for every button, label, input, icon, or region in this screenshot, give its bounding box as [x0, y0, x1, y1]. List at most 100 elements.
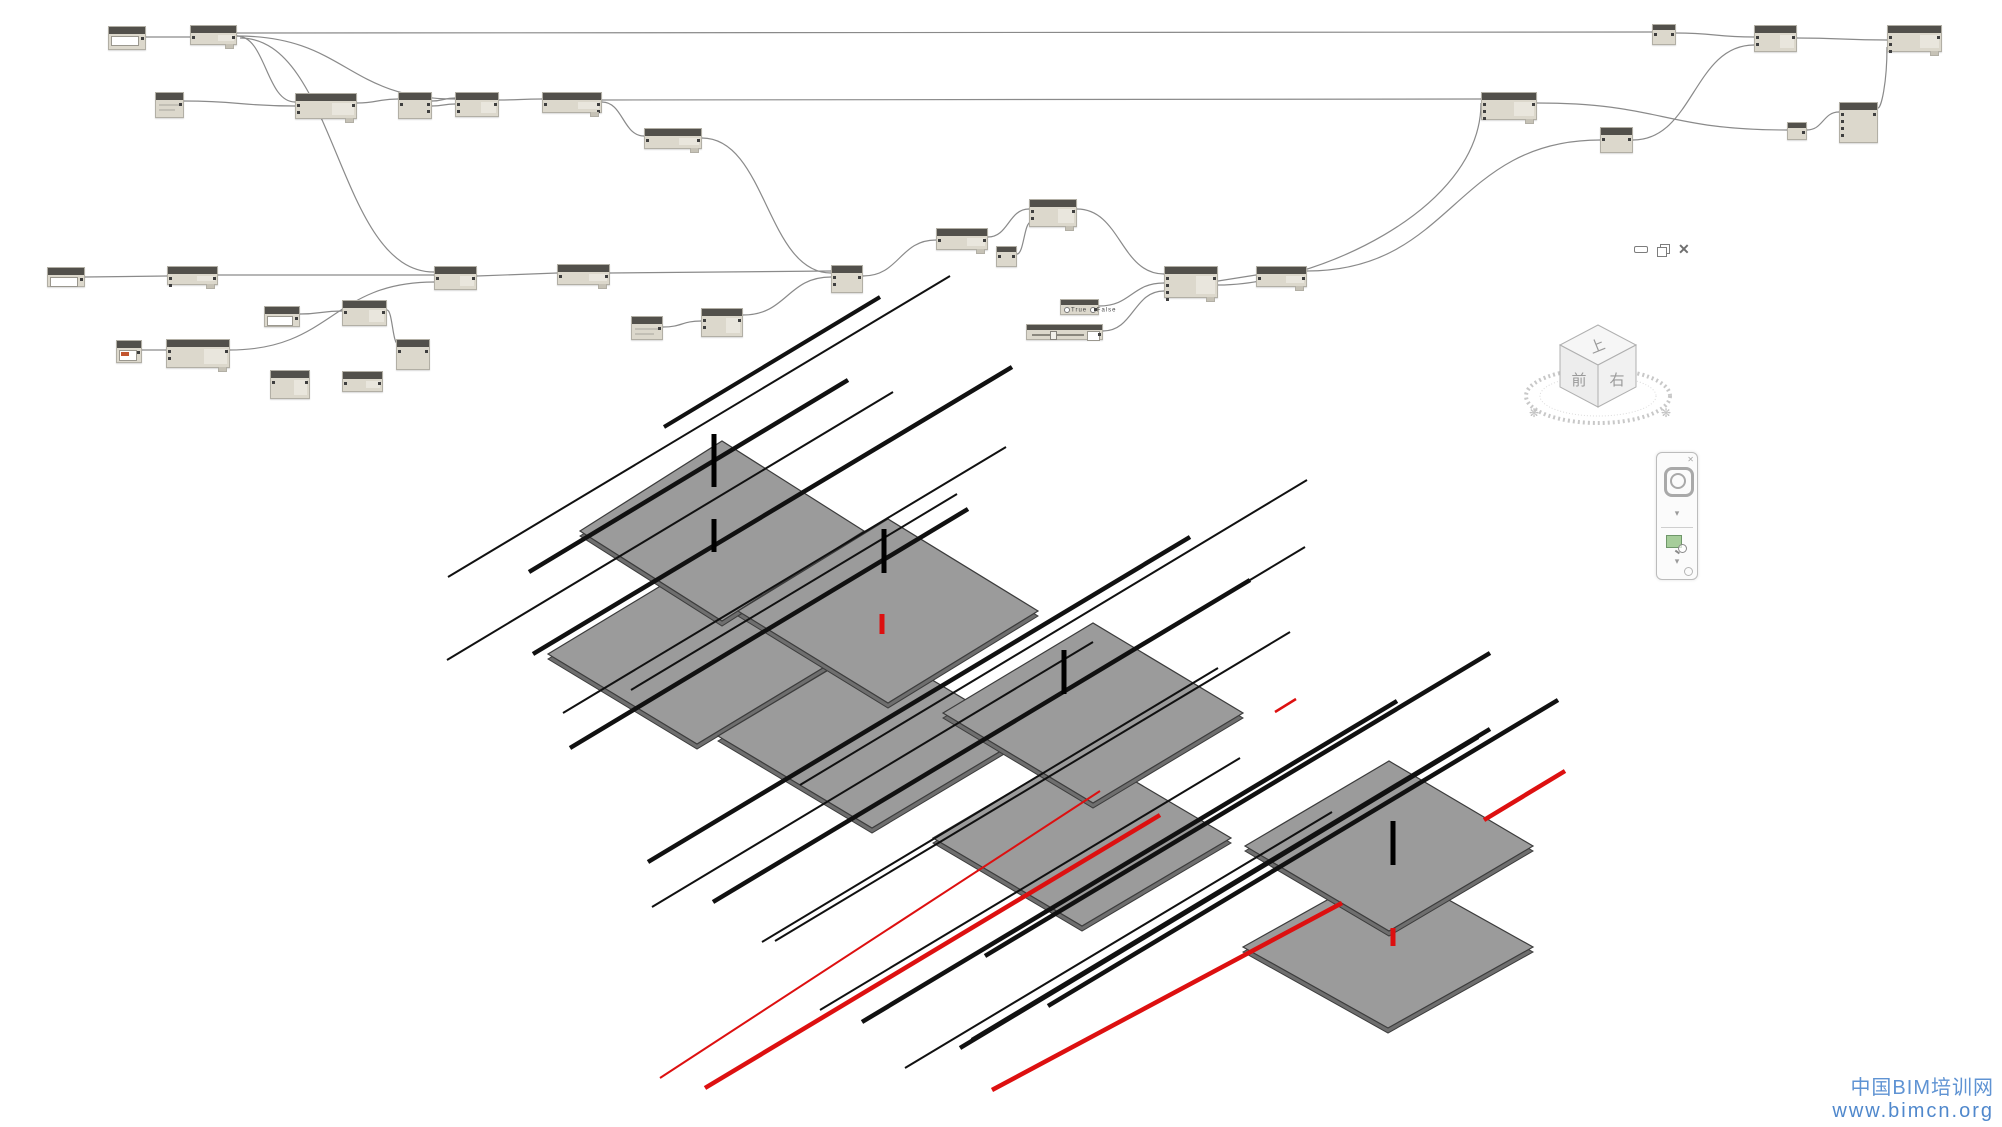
wire[interactable]	[229, 281, 435, 351]
output-port[interactable]	[1094, 308, 1097, 311]
input-port[interactable]	[272, 381, 275, 384]
floor-slab[interactable]	[1243, 760, 1535, 932]
input-port[interactable]	[297, 104, 300, 107]
output-port[interactable]	[858, 276, 861, 279]
node-header[interactable]	[1257, 267, 1306, 274]
input-port[interactable]	[1841, 134, 1844, 137]
floor-slab[interactable]	[941, 622, 1245, 804]
wire[interactable]	[1675, 32, 1755, 38]
node-preview-tab[interactable]	[590, 112, 599, 117]
grid-line[interactable]	[819, 757, 1241, 1011]
output-port[interactable]	[738, 319, 741, 322]
dynamo-node[interactable]	[342, 300, 387, 326]
node-header[interactable]	[167, 340, 229, 347]
node-header[interactable]	[1653, 25, 1675, 30]
chevron-down-icon[interactable]: ▾	[1674, 556, 1680, 566]
dynamo-node[interactable]	[47, 267, 85, 287]
node-input-field[interactable]	[111, 36, 139, 46]
output-port[interactable]	[494, 103, 497, 106]
zoom-region-icon[interactable]	[1666, 535, 1687, 553]
output-port[interactable]	[1098, 333, 1101, 336]
dynamo-node[interactable]	[1839, 102, 1878, 143]
input-port[interactable]	[1889, 50, 1892, 53]
input-port[interactable]	[703, 326, 706, 329]
dynamo-node[interactable]	[996, 246, 1017, 267]
output-port[interactable]	[225, 350, 228, 353]
node-header[interactable]	[1601, 128, 1632, 135]
node-header[interactable]	[435, 267, 476, 274]
wire[interactable]	[431, 103, 456, 107]
chevron-down-icon[interactable]: ▾	[1674, 508, 1680, 518]
node-header[interactable]	[1888, 26, 1941, 33]
output-port[interactable]	[597, 110, 600, 113]
input-port[interactable]	[169, 284, 172, 287]
output-port[interactable]	[378, 382, 381, 385]
grid-line[interactable]	[774, 631, 1291, 942]
output-port[interactable]	[305, 381, 308, 384]
node-header[interactable]	[702, 309, 742, 316]
dynamo-node[interactable]	[1754, 25, 1797, 52]
dynamo-node[interactable]	[936, 228, 988, 254]
grid-line[interactable]	[662, 295, 882, 429]
input-port[interactable]	[168, 357, 171, 360]
grid-line-red[interactable]	[703, 813, 1162, 1090]
output-port[interactable]	[232, 36, 235, 39]
input-port[interactable]	[833, 276, 836, 279]
wire[interactable]	[1806, 111, 1840, 131]
dynamo-node[interactable]	[1029, 199, 1077, 231]
input-port[interactable]	[703, 319, 706, 322]
node-preview-tab[interactable]	[976, 249, 985, 254]
node-header[interactable]	[265, 307, 299, 314]
node-header[interactable]	[1027, 325, 1102, 330]
slider-handle[interactable]	[1049, 331, 1057, 340]
minimize-icon[interactable]	[1634, 245, 1648, 253]
output-port[interactable]	[1671, 33, 1674, 36]
output-port[interactable]	[137, 351, 140, 354]
wire[interactable]	[84, 275, 168, 278]
input-port[interactable]	[1258, 277, 1261, 280]
wire[interactable]	[431, 97, 456, 102]
node-header[interactable]	[156, 93, 183, 100]
dynamo-node[interactable]	[434, 266, 477, 290]
grid-line-red[interactable]	[659, 790, 1101, 1079]
node-header[interactable]	[1755, 26, 1796, 33]
node-header[interactable]	[48, 268, 84, 275]
input-port[interactable]	[398, 350, 401, 353]
grid-line[interactable]	[568, 507, 970, 750]
dynamo-node[interactable]	[1600, 127, 1633, 153]
node-header[interactable]	[558, 265, 609, 272]
grid-line-red[interactable]	[990, 901, 1344, 1092]
input-port[interactable]	[192, 36, 195, 39]
node-header[interactable]	[1030, 200, 1076, 207]
grid-line[interactable]	[904, 811, 1333, 1069]
node-header[interactable]	[191, 26, 236, 33]
grid-line[interactable]	[531, 365, 1014, 656]
node-preview-tab[interactable]	[1065, 226, 1074, 231]
dynamo-node[interactable]	[557, 264, 610, 289]
input-port[interactable]	[998, 255, 1001, 258]
output-port[interactable]	[427, 110, 430, 113]
node-header[interactable]	[1788, 123, 1806, 128]
input-port[interactable]	[1031, 217, 1034, 220]
output-port[interactable]	[179, 103, 182, 106]
wire[interactable]	[1306, 139, 1601, 272]
node-preview-tab[interactable]	[1930, 51, 1939, 56]
output-port[interactable]	[1873, 113, 1876, 116]
grid-line[interactable]	[1046, 698, 1560, 1008]
input-port[interactable]	[1031, 210, 1034, 213]
node-header[interactable]	[271, 371, 309, 378]
node-header[interactable]	[832, 266, 862, 273]
grid-line-red[interactable]	[1274, 697, 1297, 714]
wire[interactable]	[1217, 102, 1482, 286]
node-header[interactable]	[117, 341, 141, 348]
dynamo-node[interactable]	[155, 92, 184, 118]
grid-line[interactable]	[447, 275, 951, 578]
input-port[interactable]	[1756, 43, 1759, 46]
dynamo-node[interactable]	[455, 92, 499, 117]
input-port[interactable]	[544, 103, 547, 106]
output-port[interactable]	[697, 139, 700, 142]
input-port[interactable]	[1166, 284, 1169, 287]
input-port[interactable]	[1841, 113, 1844, 116]
output-port[interactable]	[983, 239, 986, 242]
output-port[interactable]	[1072, 210, 1075, 213]
